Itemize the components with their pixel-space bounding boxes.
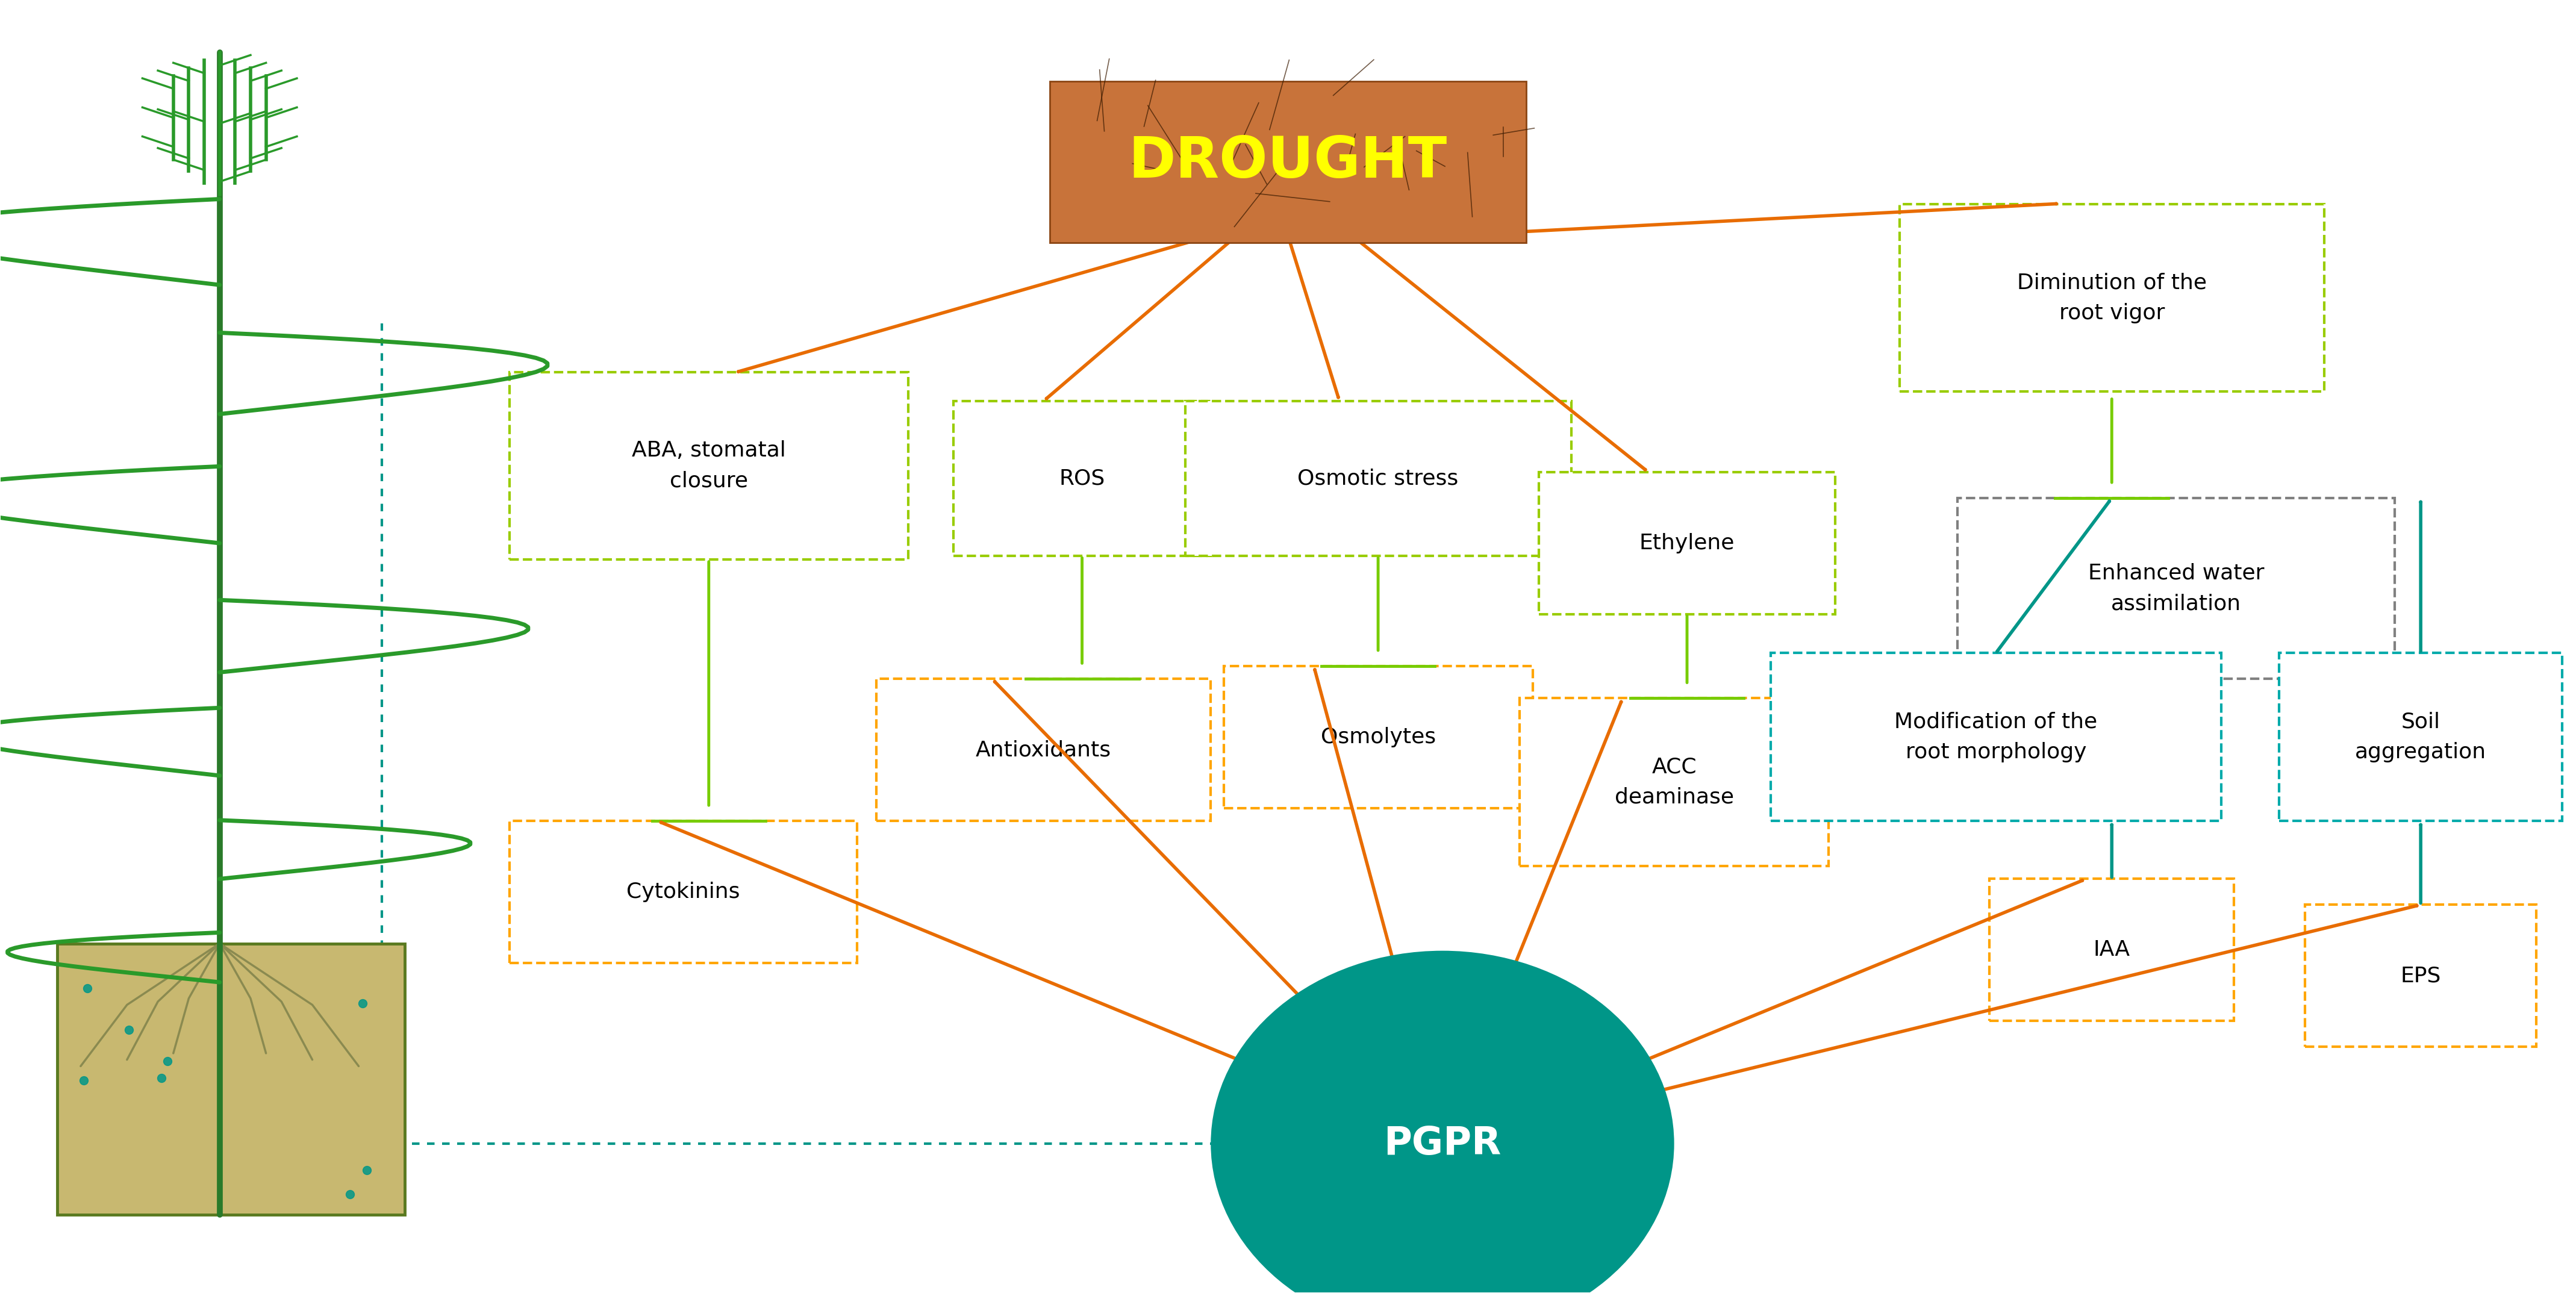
FancyBboxPatch shape — [1770, 653, 2221, 821]
FancyBboxPatch shape — [1051, 81, 1525, 243]
FancyBboxPatch shape — [1185, 401, 1571, 556]
FancyBboxPatch shape — [1224, 666, 1533, 808]
Text: Osmolytes: Osmolytes — [1321, 727, 1435, 747]
FancyBboxPatch shape — [1899, 204, 2324, 392]
Text: Diminution of the
root vigor: Diminution of the root vigor — [2017, 273, 2208, 323]
FancyBboxPatch shape — [510, 821, 858, 963]
Text: ROS: ROS — [1059, 468, 1105, 489]
FancyBboxPatch shape — [2306, 905, 2537, 1047]
Text: IAA: IAA — [2094, 940, 2130, 961]
FancyBboxPatch shape — [510, 372, 909, 560]
FancyBboxPatch shape — [57, 944, 404, 1214]
Text: Ethylene: Ethylene — [1638, 533, 1734, 553]
Text: Antioxidants: Antioxidants — [976, 740, 1110, 760]
Text: ACC
deaminase: ACC deaminase — [1615, 756, 1734, 807]
FancyBboxPatch shape — [953, 401, 1211, 556]
FancyBboxPatch shape — [1989, 879, 2233, 1021]
Text: Enhanced water
assimilation: Enhanced water assimilation — [2089, 562, 2264, 614]
Text: EPS: EPS — [2401, 966, 2442, 987]
FancyBboxPatch shape — [1958, 498, 2396, 679]
Text: Modification of the
root morphology: Modification of the root morphology — [1893, 711, 2097, 763]
Text: Osmotic stress: Osmotic stress — [1298, 468, 1458, 489]
Ellipse shape — [1211, 950, 1674, 1293]
FancyBboxPatch shape — [2280, 653, 2563, 821]
FancyBboxPatch shape — [876, 679, 1211, 821]
Text: ABA, stomatal
closure: ABA, stomatal closure — [631, 441, 786, 491]
Text: DROUGHT: DROUGHT — [1128, 134, 1448, 190]
Text: Cytokinins: Cytokinins — [626, 882, 739, 903]
FancyBboxPatch shape — [1538, 472, 1834, 614]
FancyBboxPatch shape — [1520, 698, 1829, 866]
Text: PGPR: PGPR — [1383, 1125, 1502, 1162]
Text: Soil
aggregation: Soil aggregation — [2354, 711, 2486, 763]
